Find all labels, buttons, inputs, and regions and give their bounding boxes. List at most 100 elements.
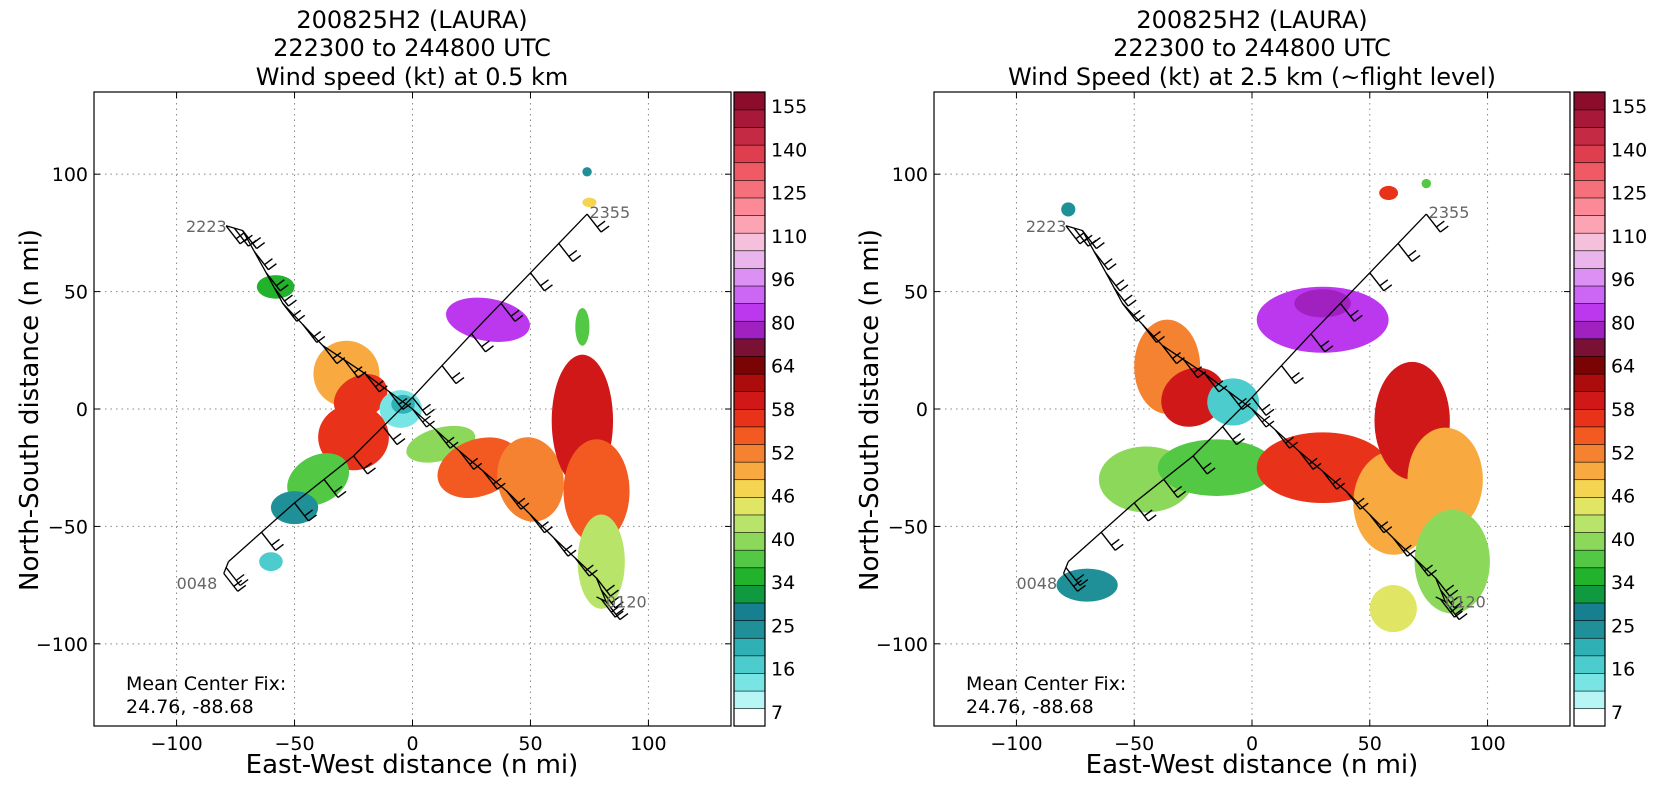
y-tick-label: −100 <box>36 634 88 656</box>
colorbar-swatch <box>1573 285 1606 304</box>
y-axis-label: North-South distance (n mi) <box>855 229 885 591</box>
wind-barb <box>352 455 376 475</box>
colorbar-tick-label: 25 <box>1611 615 1635 637</box>
colorbar-swatch <box>1573 426 1606 445</box>
wind-barb <box>1141 324 1165 344</box>
colorbar-swatch <box>1573 214 1606 234</box>
wind-speed-region <box>1061 202 1076 217</box>
y-tick-label: 0 <box>76 399 88 421</box>
wind-speed-region <box>256 275 295 299</box>
colorbar-tick-label: 110 <box>771 226 807 248</box>
colorbar-swatch <box>733 708 766 727</box>
colorbar-swatch <box>733 602 766 621</box>
colorbar-swatch <box>1573 355 1606 375</box>
colorbar-swatch <box>1573 179 1606 199</box>
wind-barb <box>1251 408 1275 428</box>
colorbar-tick-label: 140 <box>771 139 807 161</box>
wind-barb <box>1439 589 1463 609</box>
colorbar-swatch <box>1573 391 1606 410</box>
colorbar-swatch <box>1573 708 1606 727</box>
colorbar-swatch <box>733 320 766 340</box>
colorbar-swatch <box>1573 144 1606 164</box>
wind-barb <box>1322 470 1346 490</box>
colorbar-swatch <box>733 584 766 604</box>
x-ticks: −100 −50 0 50 100 <box>990 92 1506 755</box>
colorbar-swatch <box>733 197 766 216</box>
x-axis-label: East-West distance (n mi) <box>1086 750 1419 780</box>
grid <box>94 92 731 726</box>
wind-barb <box>1369 514 1393 534</box>
colorbar-swatch <box>1573 162 1606 181</box>
wind-barb <box>441 365 465 385</box>
wind-barb <box>1121 302 1145 322</box>
wind-speed-region <box>1369 585 1417 633</box>
wind-barb <box>529 514 553 534</box>
colorbar-tick-label: 40 <box>1611 529 1635 551</box>
track-time-label: 0048 <box>177 574 218 593</box>
wind-barb <box>459 450 483 470</box>
colorbar-swatch <box>1573 690 1606 709</box>
wind-speed-region <box>1161 367 1225 427</box>
wind-barb <box>1113 287 1137 307</box>
wind-speed-region <box>318 404 389 471</box>
colorbar-swatch <box>1573 338 1606 357</box>
colorbar-tick-label: 96 <box>1611 269 1635 291</box>
x-tick-label: −50 <box>274 733 314 755</box>
wind-speed-region <box>582 167 592 177</box>
wind-barb <box>1065 567 1089 587</box>
mean-center-fix-label: Mean Center Fix: <box>126 673 286 695</box>
wind-barb <box>282 302 306 322</box>
colorbar-swatch <box>733 408 766 428</box>
colorbar-swatch <box>733 655 766 674</box>
colorbar-swatch <box>1573 496 1606 516</box>
wind-barb <box>1425 213 1449 233</box>
wind-barb <box>302 324 326 344</box>
wind-barb <box>1204 373 1228 393</box>
colorbar-swatch <box>733 214 766 234</box>
wind-speed-region <box>582 197 597 208</box>
colorbar-swatch <box>733 179 766 199</box>
wind-barb <box>388 390 412 410</box>
colorbar-tick-label: 64 <box>771 356 795 378</box>
colorbar-swatch <box>733 443 766 463</box>
wind-barb <box>1133 502 1157 522</box>
colorbar: 155 140 125 110 96 80 64 58 52 46 40 34 25 16 7 <box>1573 91 1647 727</box>
track-time-label: 2355 <box>1429 203 1470 222</box>
colorbar-swatch <box>733 126 766 146</box>
colorbar-swatch <box>1573 655 1606 674</box>
colorbar-swatch <box>733 461 766 481</box>
colorbar-tick-label: 52 <box>1611 442 1635 464</box>
y-tick-label: −50 <box>888 516 928 538</box>
panel-title-line-3: Wind Speed (kt) at 2.5 km (~flight level… <box>1008 63 1496 91</box>
colorbar-swatch <box>733 373 766 392</box>
wind-speed-region <box>577 514 625 609</box>
colorbar-swatch <box>1573 620 1606 639</box>
colorbar-swatch <box>733 162 766 181</box>
wind-barb <box>364 373 388 393</box>
wind-speed-region <box>1421 178 1432 189</box>
wind-barb <box>1105 272 1129 292</box>
wind-barb <box>600 598 624 618</box>
wind-barb <box>1222 426 1245 446</box>
x-tick-label: 0 <box>1246 733 1258 755</box>
track-time-label: 0120 <box>606 593 647 612</box>
colorbar-tick-label: 58 <box>771 399 795 421</box>
colorbar-tick-label: 125 <box>771 183 807 205</box>
wind-barb <box>1310 333 1334 353</box>
y-tick-label: 100 <box>892 164 928 186</box>
colorbar-swatch <box>733 496 766 516</box>
colorbar-tick-label: 46 <box>1611 486 1635 508</box>
colorbar-tick-label: 155 <box>1611 96 1647 118</box>
colorbar-swatch <box>1573 373 1606 392</box>
panel-title-line-2: 222300 to 244800 UTC <box>273 34 551 62</box>
wind-barb <box>411 396 435 416</box>
colorbar-swatch <box>1573 567 1606 586</box>
wind-barb <box>253 251 277 271</box>
grid <box>934 92 1570 726</box>
x-tick-label: 100 <box>630 733 666 755</box>
x-tick-label: −50 <box>1114 733 1154 755</box>
wind-barb <box>411 408 435 428</box>
wind-speed-region <box>1414 509 1490 614</box>
wind-barb <box>260 531 284 551</box>
wind-speed-region <box>391 394 415 414</box>
